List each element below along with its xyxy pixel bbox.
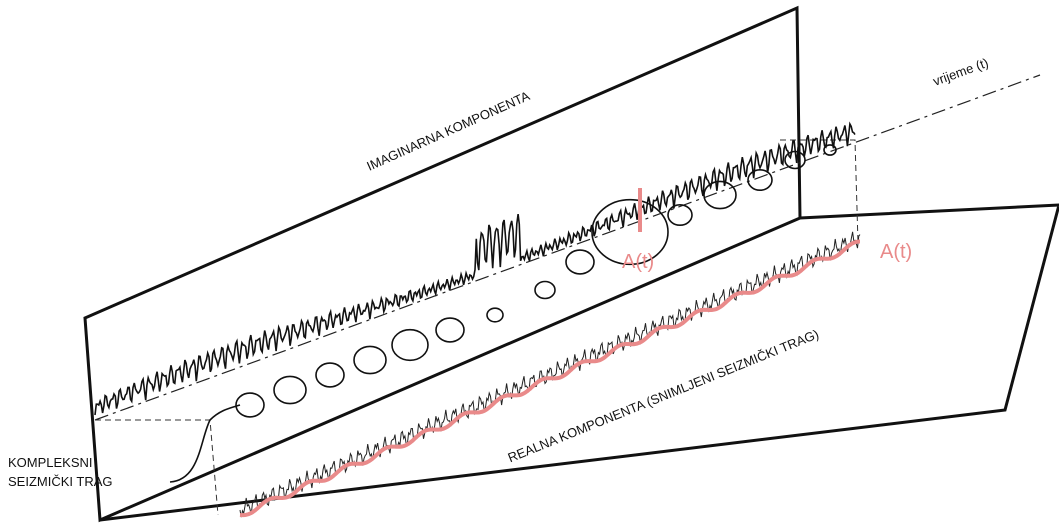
horizontal-plane	[99, 203, 1059, 522]
time-axis	[94, 74, 1041, 421]
amplitude-label: A(t)	[880, 241, 912, 263]
complex-loop	[534, 280, 556, 300]
complex-loop	[823, 144, 837, 156]
envelope-trace	[239, 239, 860, 518]
complex-loop	[667, 204, 693, 227]
planes	[83, 5, 1059, 523]
complex-loop	[565, 249, 595, 275]
real-trace	[239, 231, 861, 518]
complex-loop	[315, 362, 345, 388]
imaginary-trace	[94, 121, 856, 416]
horizontal-plane-label: REALNA KOMPONENTA (SNIMLJENI SEIZMIČKI T…	[506, 326, 821, 465]
projection-line	[95, 419, 219, 516]
vertical-plane	[83, 5, 802, 523]
traces	[94, 121, 861, 518]
complex-loop	[486, 307, 504, 323]
complex-loop	[784, 150, 806, 170]
amplitude-label: A(t)	[622, 251, 654, 273]
time-axis-label: vrijeme (t)	[931, 55, 990, 89]
complex-lead	[169, 404, 241, 483]
projection-lines	[95, 139, 859, 516]
complex-loop	[435, 317, 465, 343]
complex-loop	[235, 392, 265, 418]
complex-loop	[591, 198, 669, 266]
complex-loop	[353, 345, 387, 375]
complex-loop	[391, 328, 429, 362]
projection-line	[780, 139, 859, 244]
trace-label: SEIZMIČKI TRAG	[8, 474, 113, 489]
complex-loop	[703, 180, 737, 210]
complex-loop	[273, 375, 307, 405]
trace-label: KOMPLEKSNI	[8, 455, 93, 470]
complex-loop	[747, 169, 773, 192]
